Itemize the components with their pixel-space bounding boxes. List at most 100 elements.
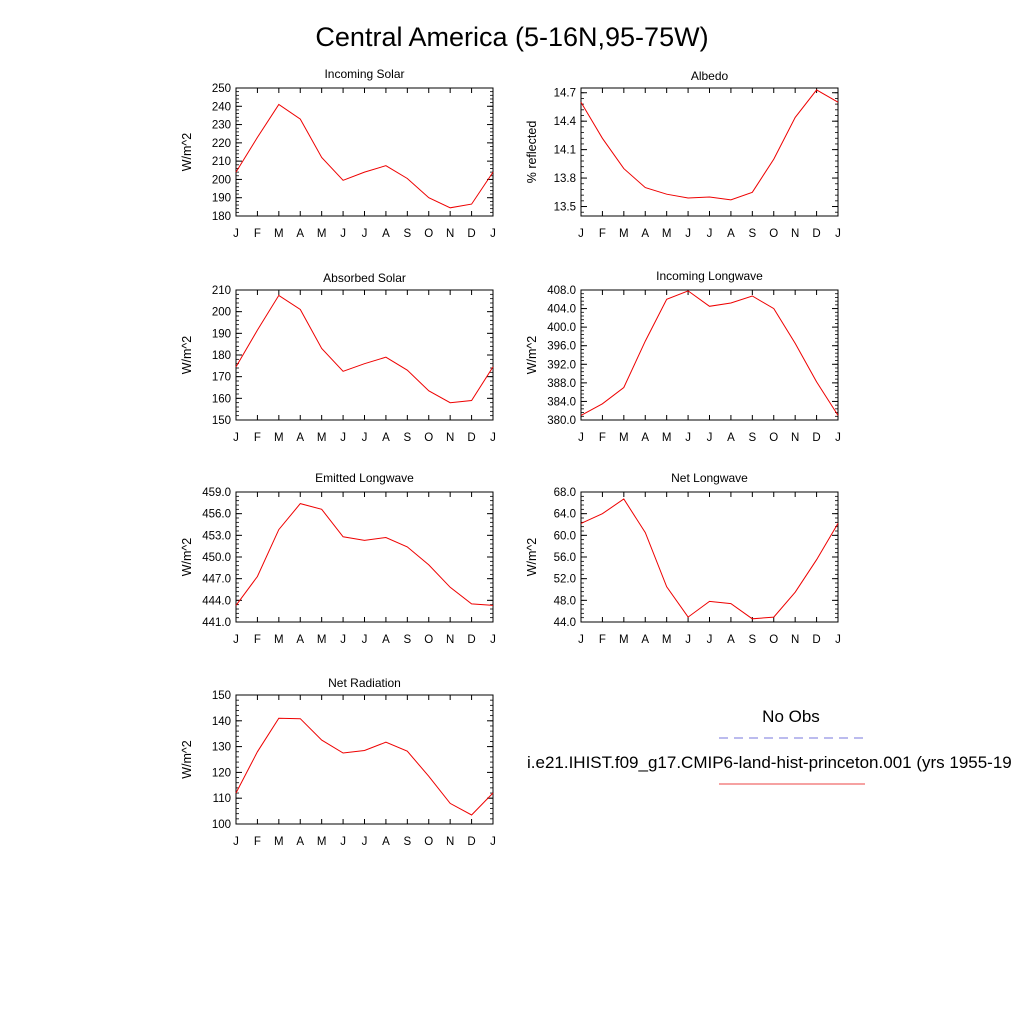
x-tick-label: D: [467, 228, 475, 240]
y-tick-label: 44.0: [554, 617, 576, 629]
x-tick-label: D: [467, 836, 475, 848]
y-tick-label: 48.0: [554, 595, 576, 607]
y-axis-label: W/m^2: [180, 133, 194, 172]
panel-title: Albedo: [691, 69, 729, 83]
y-axis-label: % reflected: [525, 121, 539, 184]
y-tick-label: 14.7: [554, 88, 576, 100]
x-tick-label: F: [254, 432, 261, 444]
x-tick-label: A: [641, 228, 649, 240]
panel-title: Incoming Longwave: [656, 269, 763, 283]
y-tick-label: 453.0: [202, 530, 231, 542]
y-tick-label: 408.0: [547, 285, 576, 297]
y-tick-label: 56.0: [554, 552, 576, 564]
legend-label-model: i.e21.IHIST.f09_g17.CMIP6-land-hist-prin…: [527, 753, 1012, 772]
y-tick-label: 180: [212, 211, 231, 223]
x-tick-label: D: [467, 432, 475, 444]
y-tick-label: 230: [212, 120, 231, 132]
y-tick-label: 190: [212, 193, 231, 205]
x-tick-label: M: [662, 228, 672, 240]
x-tick-label: S: [403, 634, 411, 646]
x-tick-label: J: [362, 228, 368, 240]
x-tick-label: J: [340, 432, 346, 444]
y-tick-label: 441.0: [202, 617, 231, 629]
x-tick-label: O: [769, 228, 778, 240]
x-tick-label: J: [233, 634, 239, 646]
x-tick-label: J: [490, 228, 496, 240]
x-tick-label: J: [707, 228, 713, 240]
y-axis-label: W/m^2: [180, 740, 194, 779]
x-tick-label: F: [254, 836, 261, 848]
x-tick-label: J: [233, 432, 239, 444]
panel-title: Incoming Solar: [324, 67, 404, 81]
x-tick-label: N: [791, 228, 799, 240]
x-tick-label: O: [424, 432, 433, 444]
x-tick-label: A: [727, 634, 735, 646]
x-tick-label: J: [685, 634, 691, 646]
y-tick-label: 384.0: [547, 396, 576, 408]
x-tick-label: J: [490, 836, 496, 848]
plot-frame: [235, 87, 494, 217]
x-tick-label: D: [812, 432, 820, 444]
series-line: [235, 294, 494, 404]
x-tick-label: N: [446, 836, 454, 848]
plot-frame: [235, 289, 494, 421]
y-tick-label: 160: [212, 393, 231, 405]
y-tick-label: 447.0: [202, 574, 231, 586]
y-tick-label: 190: [212, 328, 231, 340]
x-tick-label: J: [340, 836, 346, 848]
x-tick-label: A: [727, 228, 735, 240]
y-tick-label: 400.0: [547, 322, 576, 334]
figure-title: Central America (5-16N,95-75W): [315, 22, 708, 52]
x-tick-label: J: [835, 634, 841, 646]
y-tick-label: 459.0: [202, 487, 231, 499]
x-tick-label: J: [578, 228, 584, 240]
y-axis-label: W/m^2: [180, 336, 194, 375]
x-tick-label: A: [727, 432, 735, 444]
y-tick-label: 392.0: [547, 359, 576, 371]
y-tick-label: 140: [212, 716, 231, 728]
x-tick-label: M: [274, 836, 284, 848]
x-tick-label: S: [748, 634, 756, 646]
x-tick-label: A: [382, 228, 390, 240]
legend: No Obs i.e21.IHIST.f09_g17.CMIP6-land-hi…: [527, 707, 1012, 785]
y-tick-label: 220: [212, 138, 231, 150]
x-tick-label: D: [812, 634, 820, 646]
x-tick-label: F: [254, 228, 261, 240]
series-line: [580, 89, 839, 201]
x-tick-label: J: [707, 634, 713, 646]
series-line: [235, 503, 494, 606]
x-tick-label: J: [578, 432, 584, 444]
x-tick-label: M: [619, 228, 629, 240]
y-tick-label: 150: [212, 415, 231, 427]
x-tick-label: D: [467, 634, 475, 646]
x-tick-label: M: [317, 432, 327, 444]
x-tick-label: F: [254, 634, 261, 646]
x-tick-label: J: [835, 432, 841, 444]
x-tick-label: J: [340, 634, 346, 646]
x-tick-label: J: [233, 228, 239, 240]
series-line: [235, 717, 494, 816]
x-tick-label: F: [599, 228, 606, 240]
x-tick-label: A: [382, 634, 390, 646]
x-tick-label: O: [424, 836, 433, 848]
x-tick-label: J: [340, 228, 346, 240]
x-tick-label: J: [233, 836, 239, 848]
x-tick-label: A: [296, 432, 304, 444]
y-tick-label: 404.0: [547, 304, 576, 316]
x-tick-label: A: [641, 432, 649, 444]
panel-title: Emitted Longwave: [315, 471, 414, 485]
plot-frame: [580, 491, 839, 623]
y-tick-label: 388.0: [547, 378, 576, 390]
x-tick-label: J: [707, 432, 713, 444]
y-tick-label: 100: [212, 819, 231, 831]
x-tick-label: M: [662, 634, 672, 646]
x-tick-label: O: [424, 634, 433, 646]
y-tick-label: 444.0: [202, 595, 231, 607]
y-tick-label: 64.0: [554, 509, 576, 521]
panel-title: Absorbed Solar: [323, 271, 406, 285]
